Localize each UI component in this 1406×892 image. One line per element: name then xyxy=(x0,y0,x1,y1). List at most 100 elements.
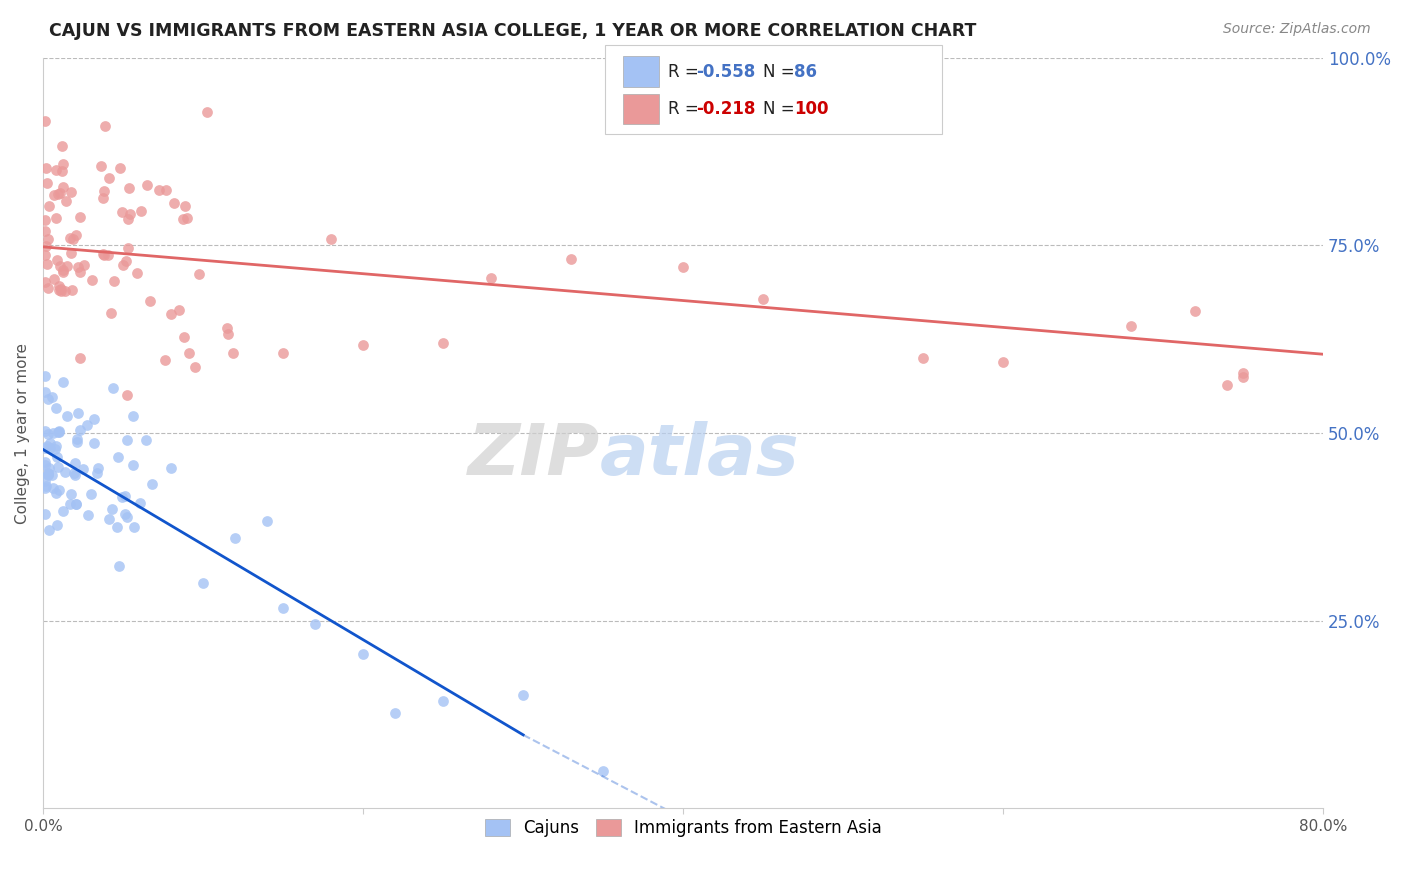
Point xyxy=(35,479,58,493)
Point xyxy=(1184,304,1206,318)
Point xyxy=(37,466,59,480)
Point xyxy=(72,462,94,476)
Point xyxy=(51,164,73,178)
Point xyxy=(304,617,326,632)
Point xyxy=(103,274,125,288)
Point xyxy=(46,252,69,267)
Point xyxy=(48,425,70,440)
Point xyxy=(44,272,66,286)
Y-axis label: College, 1 year or more: College, 1 year or more xyxy=(15,343,30,524)
Point xyxy=(52,376,75,390)
Point xyxy=(160,461,183,475)
Point xyxy=(58,497,80,511)
Point xyxy=(37,176,59,190)
Point xyxy=(65,228,87,243)
Point xyxy=(129,203,152,218)
Point xyxy=(93,247,115,261)
Point xyxy=(155,183,177,197)
Text: N =: N = xyxy=(763,100,800,119)
Point xyxy=(52,157,75,171)
Point xyxy=(41,468,63,483)
Point xyxy=(1232,370,1254,384)
Point xyxy=(69,210,91,224)
Point xyxy=(100,306,122,320)
Point xyxy=(111,490,134,504)
Point xyxy=(37,467,59,482)
Text: 86: 86 xyxy=(794,62,817,80)
Point xyxy=(45,162,67,177)
Point xyxy=(114,507,136,521)
Text: CAJUN VS IMMIGRANTS FROM EASTERN ASIA COLLEGE, 1 YEAR OR MORE CORRELATION CHART: CAJUN VS IMMIGRANTS FROM EASTERN ASIA CO… xyxy=(49,22,977,40)
Point xyxy=(55,409,77,424)
Point xyxy=(37,467,59,482)
Point xyxy=(49,186,72,200)
Point xyxy=(41,390,63,404)
Point xyxy=(160,307,183,321)
Point xyxy=(187,267,209,281)
Point xyxy=(34,508,56,522)
Point xyxy=(173,329,195,343)
Point xyxy=(52,504,75,518)
Point xyxy=(35,439,58,453)
Point xyxy=(45,211,67,226)
Point xyxy=(105,520,128,534)
Point xyxy=(69,351,91,365)
Point xyxy=(38,461,60,475)
Point xyxy=(48,483,70,498)
Point xyxy=(52,263,75,277)
Point xyxy=(65,497,87,511)
Point xyxy=(110,205,132,219)
Point xyxy=(34,475,56,489)
Point xyxy=(34,114,56,128)
Point xyxy=(141,477,163,491)
Point xyxy=(122,520,145,534)
Point xyxy=(63,466,86,480)
Point xyxy=(34,384,56,399)
Point xyxy=(34,369,56,384)
Legend: Cajuns, Immigrants from Eastern Asia: Cajuns, Immigrants from Eastern Asia xyxy=(477,810,890,845)
Point xyxy=(44,187,66,202)
Point xyxy=(45,439,67,453)
Point xyxy=(183,359,205,374)
Point xyxy=(115,509,138,524)
Point xyxy=(592,764,614,778)
Point xyxy=(38,436,60,450)
Point xyxy=(93,185,115,199)
Point xyxy=(34,481,56,495)
Point xyxy=(384,706,406,720)
Text: R =: R = xyxy=(668,62,704,80)
Point xyxy=(271,601,294,615)
Point xyxy=(52,179,75,194)
Point xyxy=(35,257,58,271)
Point xyxy=(98,512,121,526)
Point xyxy=(86,460,108,475)
Point xyxy=(48,259,70,273)
Point xyxy=(76,508,98,522)
Point xyxy=(352,338,374,352)
Point xyxy=(34,275,56,289)
Point xyxy=(114,489,136,503)
Text: -0.218: -0.218 xyxy=(696,100,755,119)
Point xyxy=(48,278,70,293)
Point xyxy=(432,335,454,350)
Point xyxy=(38,198,60,212)
Point xyxy=(44,442,66,456)
Point xyxy=(122,409,145,423)
Point xyxy=(60,185,83,199)
Point xyxy=(217,327,239,342)
Text: R =: R = xyxy=(668,100,704,119)
Point xyxy=(91,246,114,260)
Point xyxy=(48,284,70,298)
Point xyxy=(46,450,69,464)
Point xyxy=(34,248,56,262)
Point xyxy=(221,346,243,360)
Point xyxy=(69,265,91,279)
Point xyxy=(672,260,695,274)
Point xyxy=(80,272,103,286)
Point xyxy=(76,418,98,433)
Text: Source: ZipAtlas.com: Source: ZipAtlas.com xyxy=(1223,22,1371,37)
Point xyxy=(1121,318,1143,333)
Text: -0.558: -0.558 xyxy=(696,62,755,80)
Point xyxy=(148,183,170,197)
Point xyxy=(51,139,73,153)
